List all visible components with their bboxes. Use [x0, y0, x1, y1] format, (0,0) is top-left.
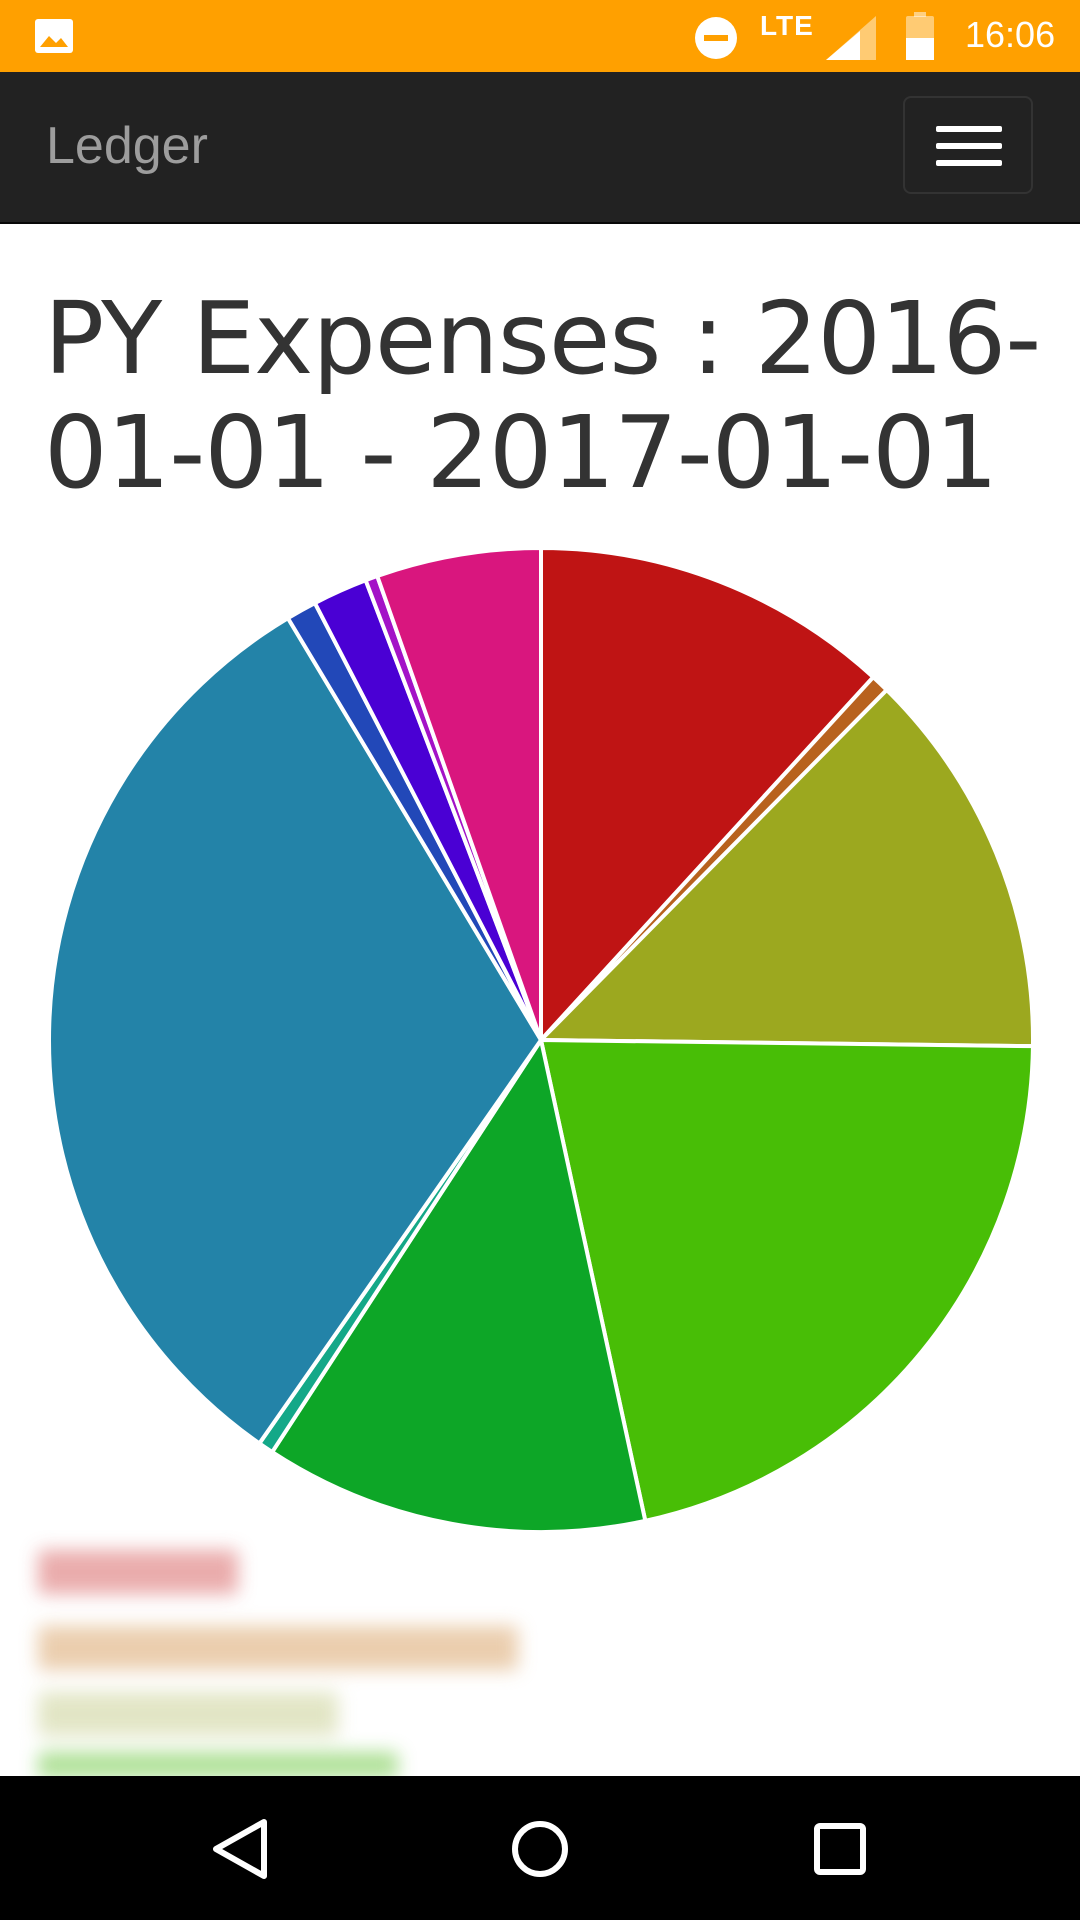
expenses-pie-chart	[47, 546, 1035, 1535]
chart-legend	[38, 1542, 532, 1778]
menu-toggle-button[interactable]	[903, 96, 1033, 194]
pie-slice[interactable]	[539, 1038, 1035, 1523]
back-icon[interactable]	[206, 1816, 276, 1882]
pie-slice[interactable]	[270, 1038, 648, 1535]
android-navigation-bar	[0, 1776, 1080, 1920]
legend-item	[38, 1752, 398, 1778]
top-navbar: Ledger	[0, 72, 1080, 224]
network-type-label: LTE	[760, 10, 814, 41]
legend-item	[38, 1692, 338, 1736]
recents-icon[interactable]	[805, 1816, 875, 1882]
status-clock: 16:06	[965, 14, 1056, 55]
signal-icon	[826, 16, 876, 60]
battery-icon	[906, 12, 934, 60]
pie-slice[interactable]	[539, 546, 876, 1042]
legend-item	[38, 1550, 238, 1594]
pie-slice[interactable]	[375, 546, 543, 1042]
home-icon[interactable]	[505, 1816, 575, 1882]
legend-item	[38, 1626, 518, 1670]
app-brand-link[interactable]: Ledger	[46, 117, 208, 175]
status-bar: LTE 16:06	[0, 0, 1080, 72]
page-title: PY Expenses : 2016-01-01 - 2017-01-01	[44, 280, 1041, 511]
do-not-disturb-icon	[695, 17, 737, 59]
pie-slice[interactable]	[47, 616, 543, 1446]
gallery-icon	[35, 19, 73, 53]
pie-slice[interactable]	[539, 687, 1035, 1049]
